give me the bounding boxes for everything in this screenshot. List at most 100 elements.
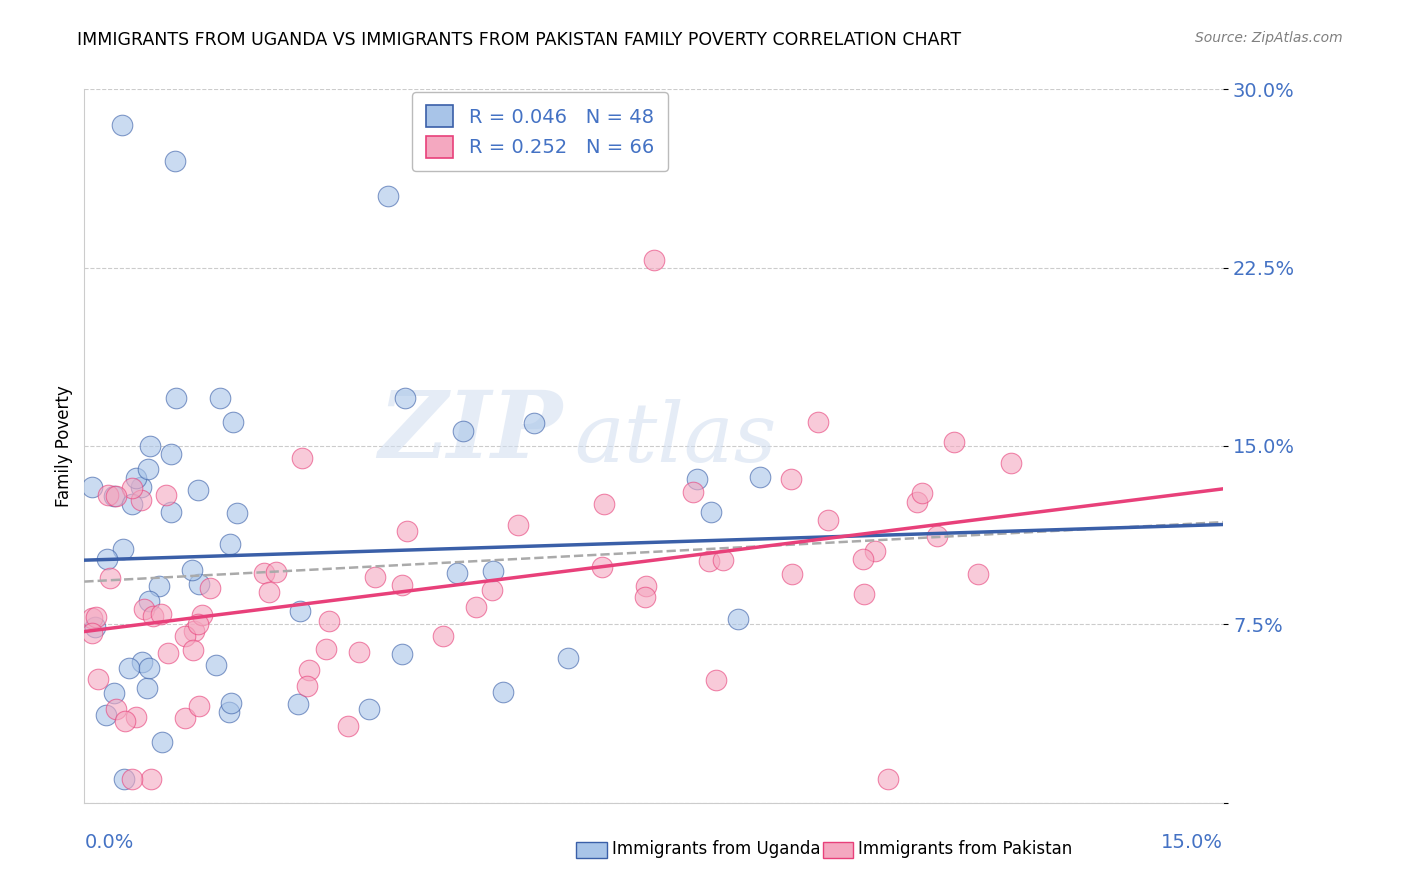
Point bbox=[557, 651, 579, 665]
Point bbox=[749, 469, 772, 483]
Point bbox=[111, 542, 134, 557]
Text: 15.0%: 15.0% bbox=[1161, 833, 1223, 853]
Point bbox=[298, 663, 321, 677]
Point bbox=[181, 643, 204, 657]
Point bbox=[105, 702, 128, 716]
Point bbox=[121, 497, 143, 511]
Point bbox=[104, 489, 127, 503]
Point bbox=[451, 424, 474, 438]
Point bbox=[188, 577, 211, 591]
Point bbox=[685, 472, 707, 486]
Point bbox=[84, 620, 107, 634]
Point bbox=[877, 772, 900, 786]
Point bbox=[852, 587, 875, 601]
Point bbox=[129, 492, 152, 507]
Point bbox=[464, 599, 486, 614]
Point bbox=[148, 579, 170, 593]
Y-axis label: Family Poverty: Family Poverty bbox=[55, 385, 73, 507]
Point bbox=[682, 484, 704, 499]
Point bbox=[139, 772, 162, 786]
Point bbox=[318, 614, 340, 628]
Point bbox=[359, 702, 381, 716]
Point bbox=[264, 565, 287, 579]
Point bbox=[96, 551, 118, 566]
Point bbox=[394, 392, 416, 406]
Point bbox=[139, 439, 162, 453]
Point bbox=[191, 607, 214, 622]
Point bbox=[187, 483, 209, 497]
Point bbox=[134, 602, 156, 616]
Text: 0.0%: 0.0% bbox=[84, 833, 134, 853]
Point bbox=[291, 451, 314, 466]
Point bbox=[253, 566, 276, 580]
Text: atlas: atlas bbox=[574, 399, 776, 479]
Point bbox=[174, 630, 197, 644]
Point bbox=[395, 524, 418, 538]
Point bbox=[180, 563, 202, 577]
Point bbox=[165, 153, 187, 168]
Point bbox=[927, 529, 949, 543]
Point bbox=[131, 655, 153, 669]
Point bbox=[432, 629, 454, 643]
Point bbox=[142, 609, 165, 624]
Point bbox=[121, 481, 143, 495]
Point bbox=[523, 416, 546, 430]
Point bbox=[1000, 456, 1022, 470]
Point bbox=[156, 646, 179, 660]
Point bbox=[138, 661, 160, 675]
Point bbox=[124, 471, 146, 485]
Point bbox=[205, 657, 228, 672]
Point bbox=[727, 612, 749, 626]
Point bbox=[87, 673, 110, 687]
Point bbox=[377, 189, 399, 203]
Point bbox=[905, 495, 928, 509]
Point bbox=[593, 497, 616, 511]
Point bbox=[700, 505, 723, 519]
Point bbox=[118, 661, 141, 675]
Point bbox=[288, 604, 311, 618]
Point bbox=[129, 480, 152, 494]
Point bbox=[711, 553, 734, 567]
Point bbox=[852, 551, 875, 566]
Point bbox=[183, 624, 205, 638]
Point bbox=[219, 696, 242, 710]
Point bbox=[114, 714, 136, 729]
Point bbox=[643, 253, 665, 268]
Point bbox=[111, 118, 134, 132]
Point bbox=[347, 645, 370, 659]
Point bbox=[481, 583, 503, 598]
Point bbox=[636, 579, 658, 593]
Point bbox=[446, 566, 468, 580]
Point bbox=[159, 447, 181, 461]
Point bbox=[817, 513, 839, 527]
Point bbox=[780, 566, 803, 581]
Point bbox=[80, 626, 103, 640]
Point bbox=[187, 617, 209, 632]
Point bbox=[391, 577, 413, 591]
Text: Source: ZipAtlas.com: Source: ZipAtlas.com bbox=[1195, 31, 1343, 45]
Point bbox=[84, 610, 107, 624]
Point bbox=[138, 593, 160, 607]
Point bbox=[295, 679, 318, 693]
Point bbox=[482, 565, 505, 579]
Point bbox=[222, 415, 245, 429]
Point bbox=[506, 517, 529, 532]
Point bbox=[136, 462, 159, 476]
Text: IMMIGRANTS FROM UGANDA VS IMMIGRANTS FROM PAKISTAN FAMILY POVERTY CORRELATION CH: IMMIGRANTS FROM UGANDA VS IMMIGRANTS FRO… bbox=[77, 31, 962, 49]
Point bbox=[780, 472, 803, 486]
Point bbox=[80, 480, 103, 494]
Point bbox=[697, 554, 720, 568]
Point bbox=[173, 711, 195, 725]
Point bbox=[259, 585, 281, 599]
Point bbox=[112, 772, 135, 786]
Point bbox=[209, 392, 232, 406]
Point bbox=[80, 611, 103, 625]
Point bbox=[704, 673, 727, 688]
Point bbox=[159, 505, 181, 519]
Point bbox=[165, 392, 187, 406]
Point bbox=[364, 570, 387, 584]
Legend: R = 0.046   N = 48, R = 0.252   N = 66: R = 0.046 N = 48, R = 0.252 N = 66 bbox=[412, 92, 668, 171]
Point bbox=[911, 486, 934, 500]
Point bbox=[103, 686, 125, 700]
Point bbox=[863, 544, 886, 558]
